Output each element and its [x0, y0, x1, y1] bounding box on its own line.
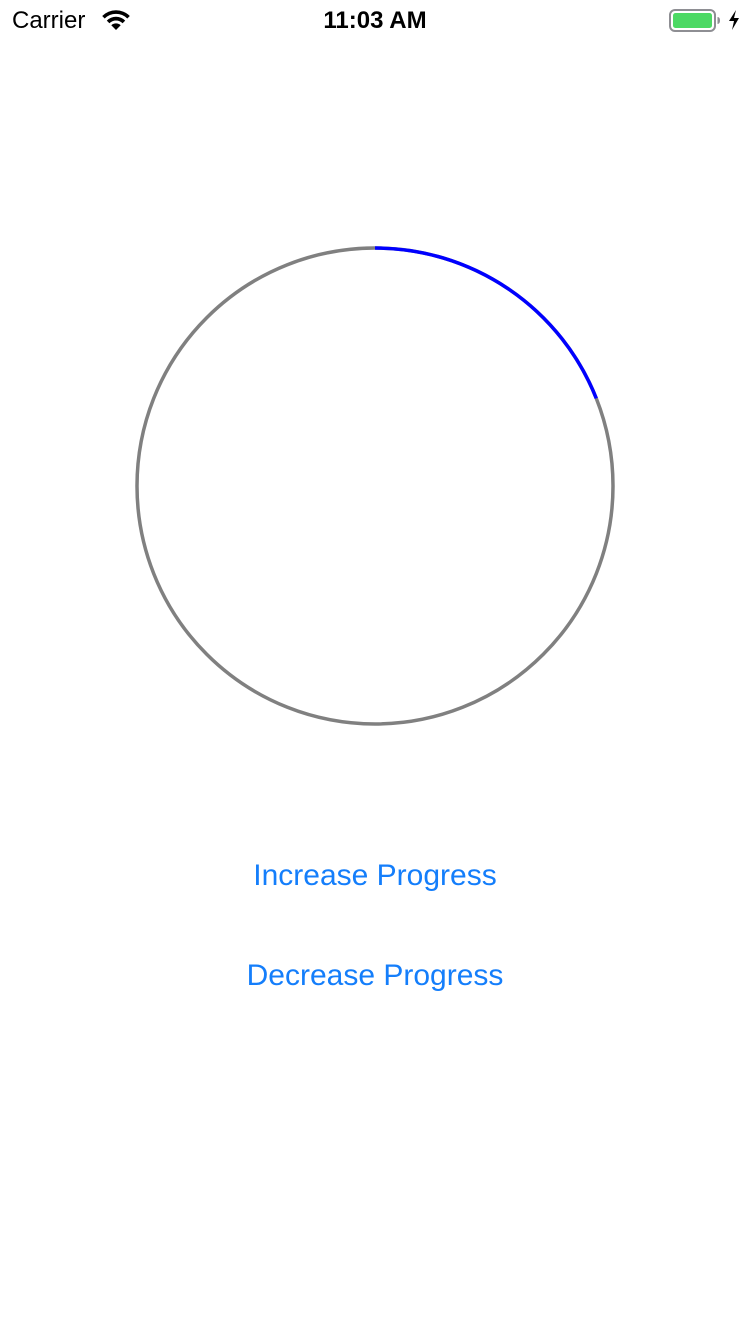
circular-progress-ring: [135, 246, 615, 726]
progress-arc: [374, 246, 598, 400]
status-time: 11:03 AM: [323, 7, 427, 34]
charging-bolt-icon: [729, 10, 739, 30]
decrease-progress-button[interactable]: Decrease Progress: [0, 946, 750, 1006]
carrier-label: Carrier: [12, 7, 86, 34]
wifi-icon: [102, 10, 130, 30]
progress-track: [135, 246, 615, 726]
battery-full-icon: [669, 9, 720, 32]
status-bar: Carrier 11:03 AM: [0, 0, 750, 40]
increase-progress-button[interactable]: Increase Progress: [0, 846, 750, 906]
